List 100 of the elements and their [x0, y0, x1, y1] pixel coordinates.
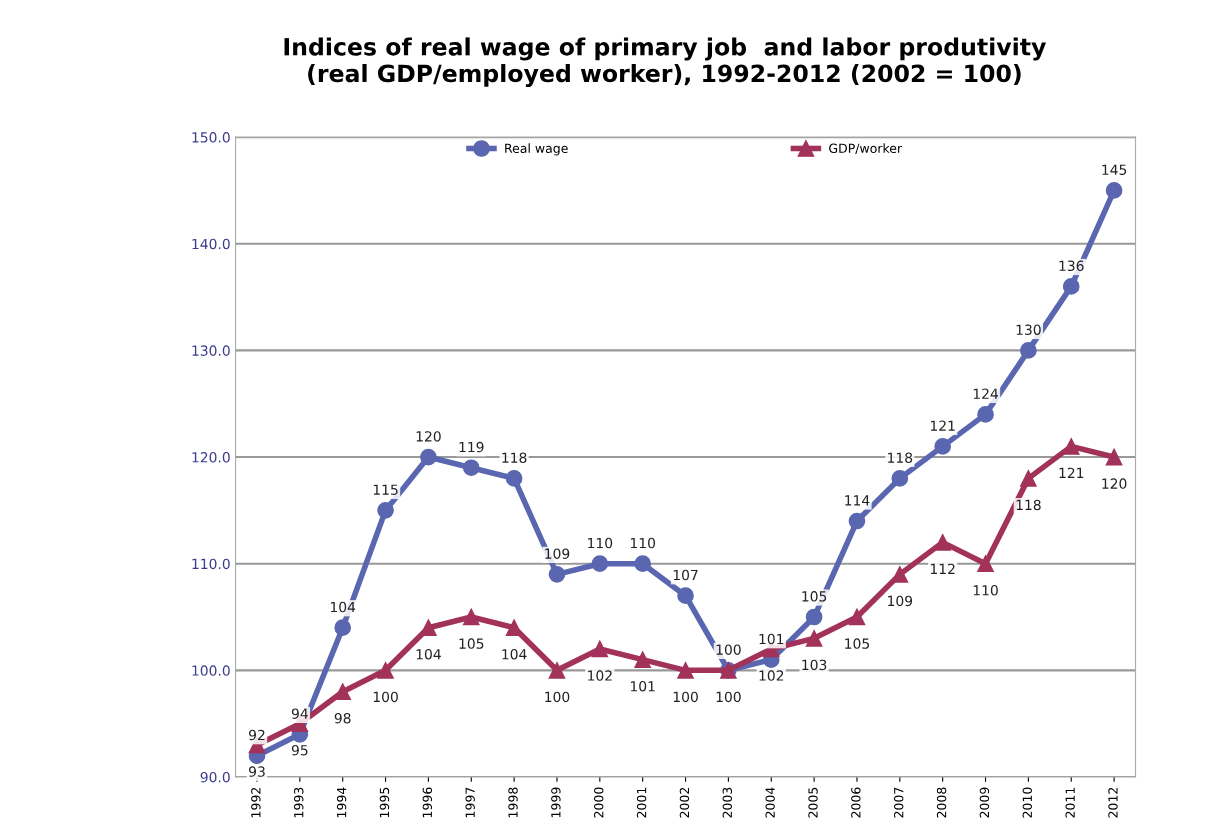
data-label: 120: [416, 431, 441, 442]
point: [462, 459, 480, 477]
point: [1062, 278, 1080, 295]
data-label: 124: [973, 388, 998, 399]
data-label: 110: [973, 585, 998, 596]
x-tick-label: 2000: [594, 787, 604, 818]
y-tick-label: 90.0: [200, 771, 230, 783]
data-label: 100: [716, 644, 741, 655]
point: [805, 630, 823, 647]
x-tick-label: 1994: [336, 787, 347, 818]
x-tick-label: 2001: [636, 787, 647, 818]
data-label: 103: [802, 659, 827, 671]
point: [677, 587, 694, 605]
data-label: 105: [845, 638, 869, 649]
point: [377, 662, 394, 679]
data-label: 94: [291, 708, 308, 719]
y-tick-label: 100.0: [192, 665, 230, 676]
data-label: 95: [291, 744, 308, 756]
x-tick-label: 2012: [1108, 787, 1118, 818]
data-label: 101: [759, 633, 784, 645]
point: [505, 470, 523, 487]
point: [548, 662, 566, 679]
x-tick-label: 2002: [679, 787, 690, 818]
data-label: 121: [1059, 467, 1084, 478]
data-label: 114: [845, 495, 870, 506]
data-label: 109: [888, 595, 913, 607]
x-tick-label: 2010: [1022, 787, 1033, 818]
point: [1062, 438, 1080, 455]
data-label: 118: [1016, 499, 1041, 511]
legend-label: GDP/worker: [829, 143, 903, 155]
x-tick-label: 1997: [465, 787, 475, 818]
point: [677, 662, 694, 679]
data-label: 120: [1102, 478, 1127, 489]
data-label: 101: [630, 680, 655, 692]
point: [891, 470, 909, 487]
y-tick-label: 140.0: [192, 238, 230, 250]
point: [334, 619, 352, 637]
point: [591, 555, 609, 573]
data-label: 121: [930, 420, 955, 431]
data-label: 104: [330, 601, 356, 613]
data-label: 118: [502, 452, 527, 463]
x-tick-label: 1993: [294, 787, 304, 818]
data-label: 100: [673, 691, 698, 703]
y-tick-label: 120.0: [192, 452, 230, 463]
y-tick-label: 130.0: [192, 345, 230, 356]
data-label: 110: [630, 537, 656, 549]
y-tick-label: 150.0: [192, 132, 230, 143]
data-label: 109: [545, 548, 570, 559]
x-tick-label: 2009: [979, 787, 990, 818]
data-label: 119: [459, 441, 484, 453]
point: [1020, 342, 1037, 359]
data-label: 136: [1059, 260, 1084, 271]
data-label: 100: [716, 691, 741, 703]
point: [1105, 448, 1123, 466]
data-label: 110: [588, 537, 613, 549]
point: [1020, 470, 1037, 487]
point: [1105, 182, 1123, 199]
x-tick-label: 2005: [808, 787, 818, 818]
point: [420, 619, 437, 637]
x-tick-label: 2004: [765, 787, 775, 818]
data-label: 145: [1102, 164, 1127, 176]
point: [848, 608, 866, 626]
point: [934, 438, 952, 455]
point: [462, 608, 480, 626]
data-label: 107: [673, 569, 698, 581]
point: [805, 608, 823, 626]
data-label: 112: [930, 563, 955, 574]
x-tick-label: 1999: [551, 787, 561, 818]
x-tick-label: 2007: [893, 787, 904, 818]
x-tick-label: 1992: [251, 787, 261, 818]
x-tick-label: 1996: [422, 787, 433, 818]
data-label: 100: [545, 691, 570, 703]
point: [591, 640, 609, 658]
point: [848, 512, 866, 530]
data-label: 130: [1016, 324, 1041, 335]
x-tick-label: 2003: [722, 787, 733, 818]
data-label: 115: [373, 484, 398, 495]
point: [334, 683, 352, 701]
data-label: 104: [502, 648, 527, 660]
point: [420, 448, 437, 466]
point: [977, 406, 994, 423]
data-label: 102: [759, 670, 784, 681]
point: [377, 502, 394, 519]
chart-title: Indices of real wage of primary job and labor produtivity (real GDP/employed worker), 1992-2012 (2002 = 100): [284, 37, 1047, 88]
point: [548, 566, 566, 583]
data-label: 98: [334, 712, 351, 724]
x-tick-label: 1998: [508, 787, 518, 818]
point: [634, 651, 652, 669]
x-tick-label: 2011: [1065, 787, 1075, 818]
x-tick-label: 2008: [936, 787, 947, 818]
data-label: 92: [249, 729, 265, 741]
x-tick-label: 2006: [851, 787, 861, 818]
data-label: 102: [588, 670, 612, 681]
x-tick-label: 1995: [379, 787, 390, 818]
data-label: 100: [373, 691, 398, 703]
point: [934, 534, 952, 551]
data-label: 105: [459, 638, 484, 649]
data-label: 93: [249, 766, 265, 777]
data-label: 105: [802, 591, 827, 602]
legend-label: Real wage: [505, 143, 568, 156]
